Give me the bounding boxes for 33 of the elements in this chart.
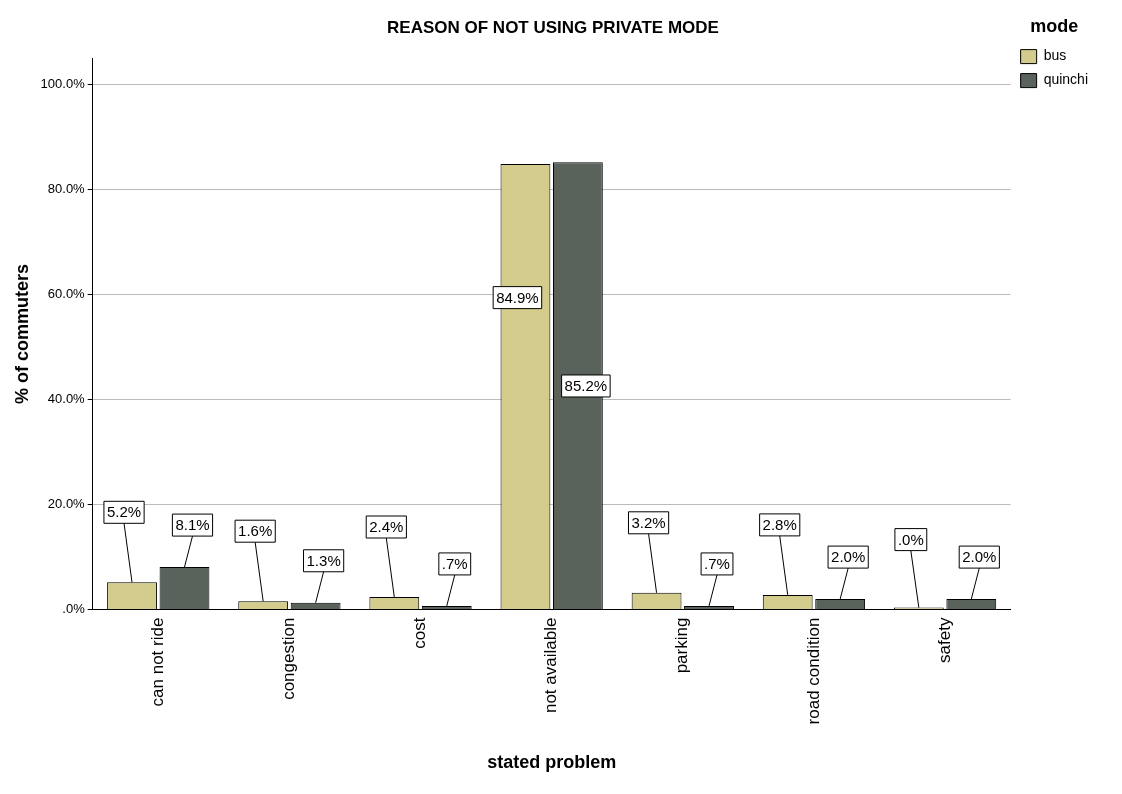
x-tick-label: can not ride bbox=[147, 617, 167, 707]
data-label: 3.2% bbox=[631, 513, 666, 531]
data-label: 1.3% bbox=[306, 551, 341, 569]
chart-title: REASON OF NOT USING PRIVATE MODE bbox=[387, 17, 719, 37]
data-label: .0% bbox=[897, 530, 924, 548]
x-tick-label: road condition bbox=[803, 617, 823, 725]
data-label: 2.0% bbox=[962, 548, 997, 566]
x-tick-label: not available bbox=[541, 617, 561, 714]
legend-title: mode bbox=[1030, 15, 1079, 36]
data-label: 2.4% bbox=[369, 518, 404, 536]
y-tick-label: 20.0% bbox=[47, 496, 86, 512]
y-axis-title: % of commuters bbox=[11, 263, 32, 405]
data-label: .7% bbox=[441, 555, 468, 573]
data-label: 8.1% bbox=[175, 516, 210, 534]
y-tick-label: 100.0% bbox=[40, 76, 86, 92]
x-tick-label: parking bbox=[672, 617, 692, 674]
x-tick-label: congestion bbox=[279, 617, 299, 700]
y-tick-label: 60.0% bbox=[47, 286, 86, 302]
x-tick-label: cost bbox=[410, 617, 430, 649]
data-label: 2.0% bbox=[831, 548, 866, 566]
data-label: 2.8% bbox=[762, 516, 797, 534]
x-tick-label: safety bbox=[934, 617, 954, 663]
legend-label: bus bbox=[1043, 47, 1067, 64]
data-label: 1.6% bbox=[238, 522, 273, 540]
data-label: .7% bbox=[704, 555, 730, 573]
y-tick-label: 80.0% bbox=[47, 181, 86, 197]
legend-label: quinchi bbox=[1043, 71, 1089, 88]
data-label: 85.2% bbox=[564, 377, 608, 395]
data-label: 84.9% bbox=[496, 288, 539, 306]
data-label: 5.2% bbox=[106, 503, 142, 521]
y-tick-label: 40.0% bbox=[47, 391, 86, 407]
y-tick-label: .0% bbox=[62, 601, 86, 617]
x-axis-title: stated problem bbox=[487, 752, 617, 773]
